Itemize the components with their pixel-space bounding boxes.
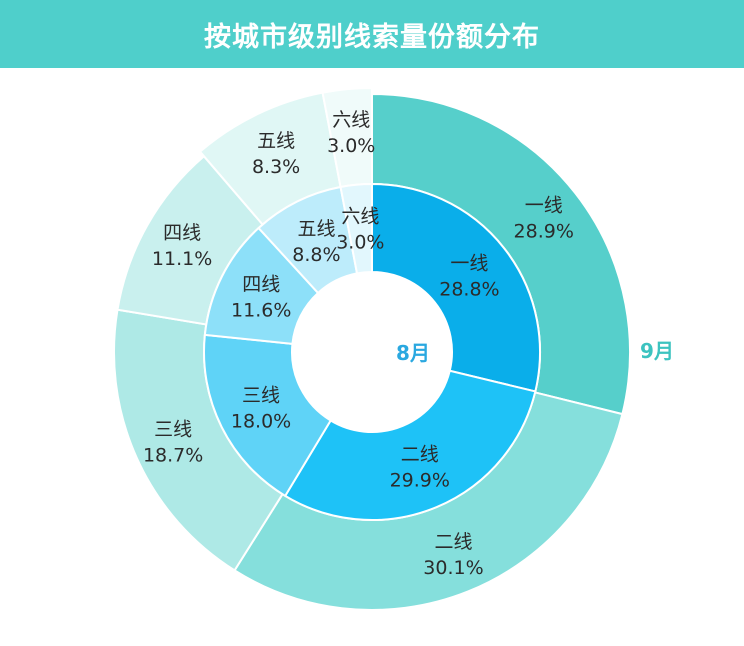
inner-slice-2	[203, 333, 333, 498]
inner-slice-5	[339, 182, 373, 275]
outer-category-label-1: 二线	[434, 531, 472, 553]
inner-category-label-1: 二线	[401, 443, 439, 465]
inner-ring-8-month	[203, 182, 541, 521]
outer-value-label-2: 18.7%	[143, 444, 203, 466]
inner-category-label-0: 一线	[450, 252, 488, 274]
outer-value-label-3: 11.1%	[152, 248, 212, 270]
outer-series-label: 9月	[640, 339, 674, 363]
outer-ring-9-month	[113, 86, 631, 611]
inner-value-label-4: 8.8%	[292, 244, 340, 266]
slice-labels: 一线28.8%二线29.9%三线18.0%四线11.6%五线8.8%六线3.0%…	[143, 109, 574, 579]
inner-category-label-5: 六线	[341, 206, 379, 228]
inner-slice-1	[283, 369, 537, 521]
inner-value-label-3: 11.6%	[231, 299, 291, 321]
chart-title: 按城市级别线索量份额分布	[204, 21, 540, 53]
outer-value-label-1: 30.1%	[423, 557, 483, 579]
inner-slice-0	[371, 182, 541, 393]
inner-category-label-2: 三线	[242, 384, 280, 406]
outer-value-label-5: 3.0%	[327, 135, 375, 157]
inner-category-label-4: 五线	[297, 218, 335, 240]
donut-chart: 一线28.8%二线29.9%三线18.0%四线11.6%五线8.8%六线3.0%…	[113, 86, 674, 611]
inner-value-label-1: 29.9%	[390, 469, 450, 491]
outer-value-label-0: 28.9%	[514, 221, 574, 243]
inner-value-label-2: 18.0%	[231, 410, 291, 432]
outer-category-label-0: 一线	[525, 195, 563, 217]
inner-category-label-3: 四线	[242, 273, 280, 295]
inner-series-label: 8月	[396, 341, 430, 365]
inner-value-label-5: 3.0%	[336, 232, 384, 254]
inner-value-label-0: 28.8%	[439, 278, 499, 300]
outer-value-label-4: 8.3%	[252, 156, 300, 178]
outer-category-label-4: 五线	[257, 130, 295, 152]
outer-category-label-5: 六线	[332, 109, 370, 131]
outer-category-label-2: 三线	[154, 418, 192, 440]
outer-category-label-3: 四线	[163, 222, 201, 244]
chart-title-bar: 按城市级别线索量份额分布	[0, 0, 744, 68]
